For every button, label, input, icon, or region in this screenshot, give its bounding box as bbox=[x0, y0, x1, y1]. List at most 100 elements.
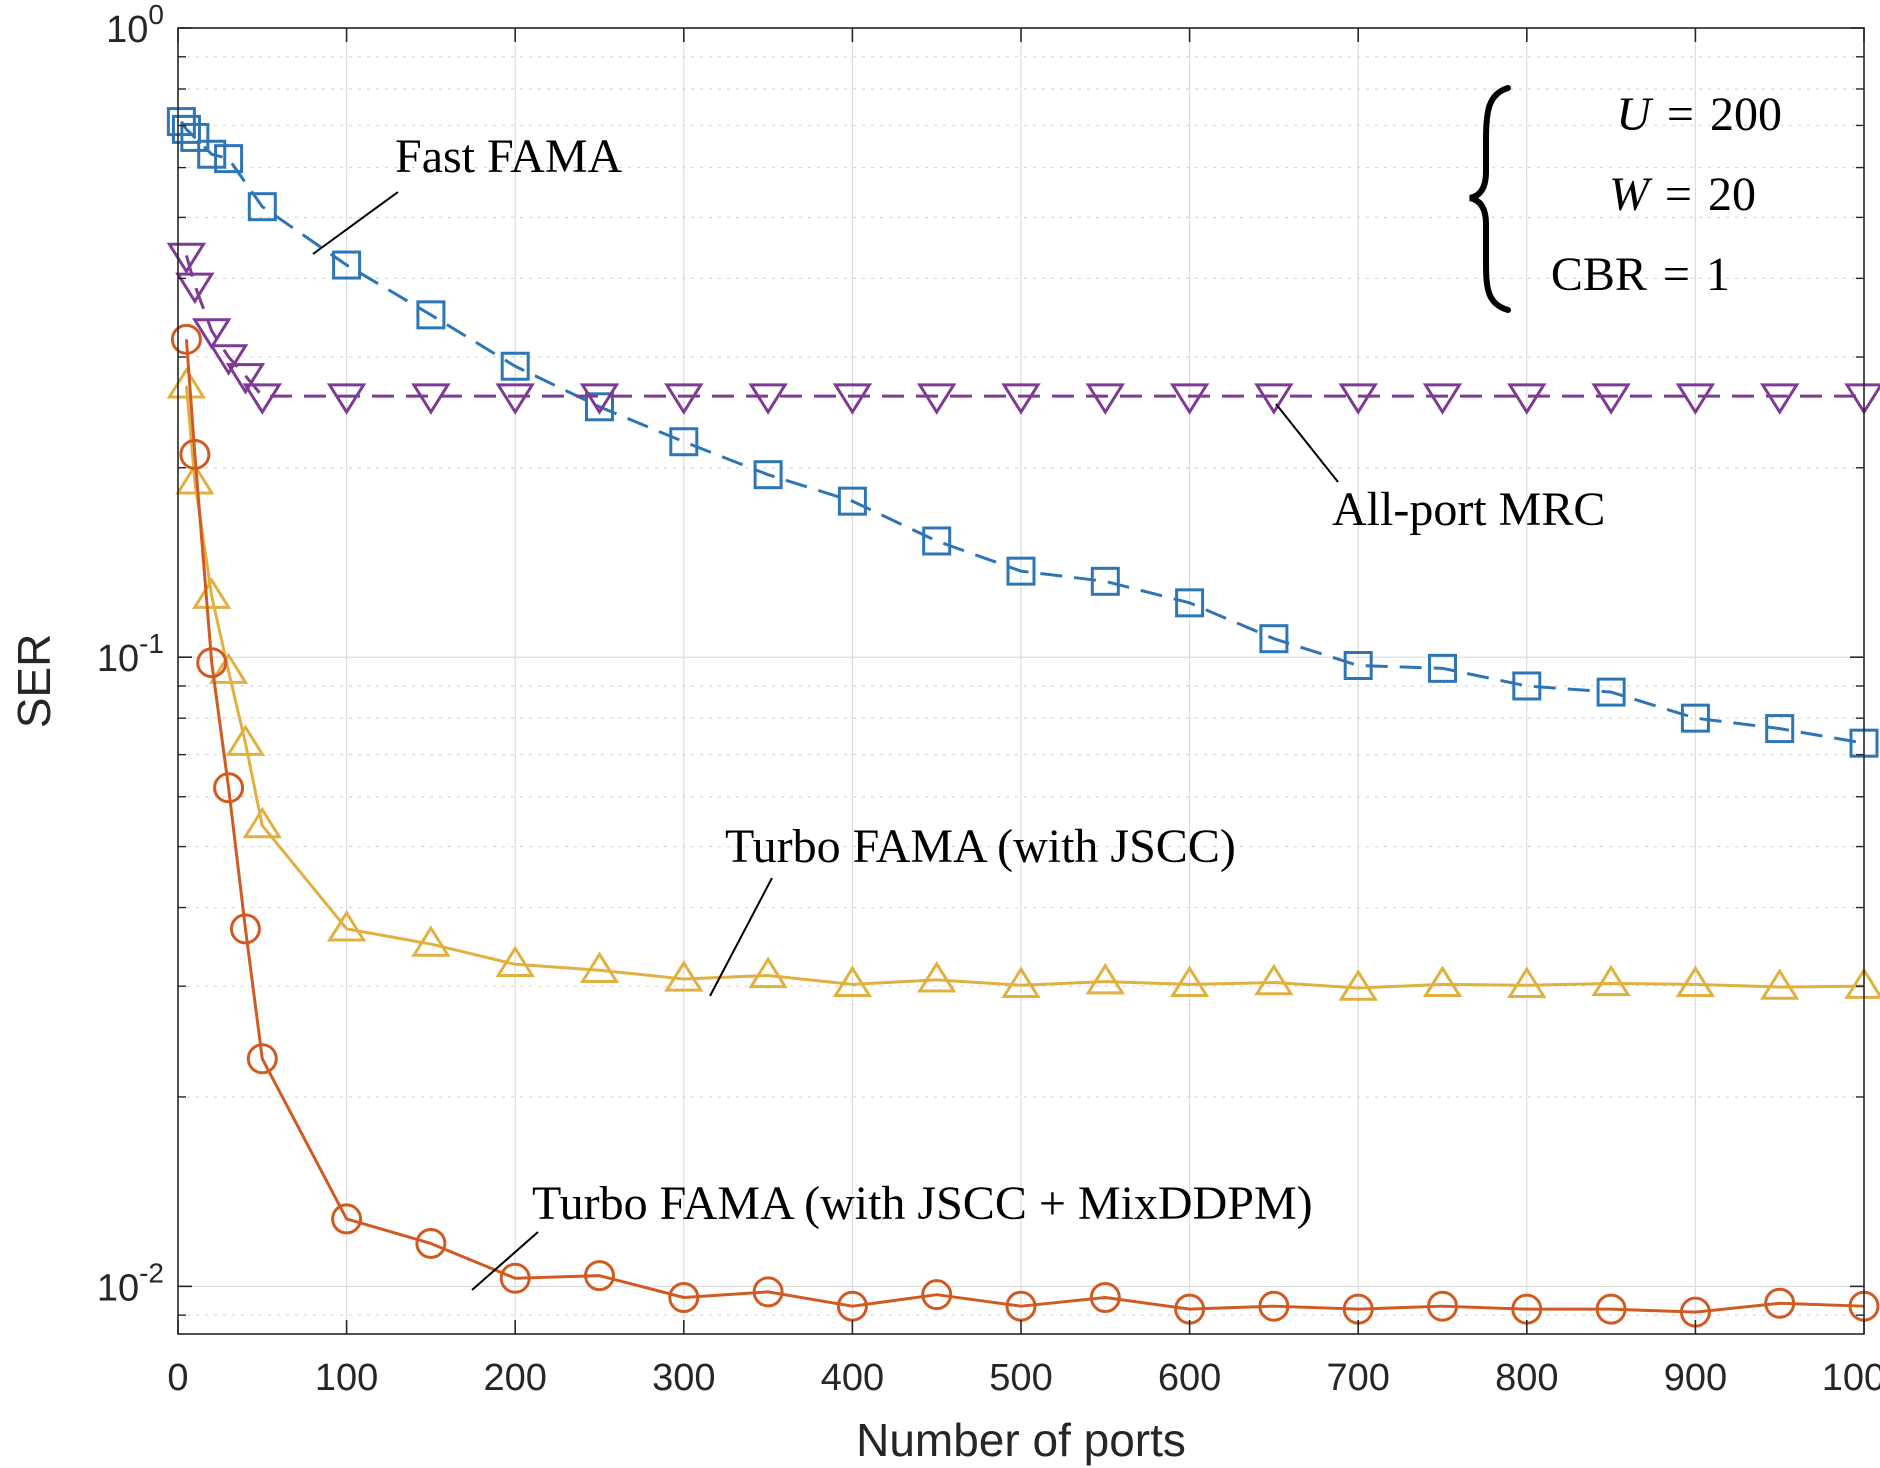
data-point bbox=[584, 1260, 615, 1292]
data-point bbox=[1175, 588, 1205, 618]
data-point bbox=[208, 652, 249, 684]
data-point bbox=[1169, 965, 1210, 998]
data-point bbox=[242, 806, 283, 839]
y-tick-label: 10-2 bbox=[97, 1257, 164, 1309]
param-w-op: = bbox=[1665, 168, 1692, 221]
data-point bbox=[1759, 968, 1800, 1000]
x-tick-label: 900 bbox=[1664, 1357, 1727, 1399]
data-point bbox=[331, 1203, 363, 1235]
data-point bbox=[175, 272, 215, 305]
data-point bbox=[1765, 714, 1795, 744]
x-tick-label: 800 bbox=[1495, 1357, 1558, 1399]
data-point bbox=[170, 323, 202, 355]
data-point bbox=[326, 383, 367, 415]
data-point bbox=[832, 965, 873, 998]
series-line bbox=[184, 339, 1865, 1314]
data-point bbox=[214, 144, 244, 174]
data-point bbox=[1507, 966, 1547, 998]
data-point bbox=[916, 961, 957, 993]
data-point bbox=[171, 114, 201, 144]
axes: 0 100 200 300 400 500 600 700 800 900 1000 100 10-1 1… bbox=[97, 0, 1880, 1399]
y-tick-label: 10-1 bbox=[97, 628, 164, 680]
data-point bbox=[1258, 1290, 1290, 1322]
data-point bbox=[1591, 964, 1631, 997]
data-point bbox=[579, 383, 620, 415]
param-cbr-var: CBR bbox=[1551, 248, 1647, 301]
data-point bbox=[500, 351, 530, 381]
data-point bbox=[192, 318, 232, 350]
series-line bbox=[184, 255, 1864, 398]
data-point bbox=[208, 344, 249, 376]
data-point bbox=[1596, 677, 1626, 707]
data-point bbox=[753, 460, 783, 490]
data-point bbox=[748, 956, 788, 989]
series-layer bbox=[166, 107, 1880, 1328]
annotations: Fast FAMA All-port MRC Turbo FAMA (with … bbox=[312, 130, 1605, 1291]
param-cbr-val: 1 bbox=[1706, 248, 1730, 301]
data-point bbox=[916, 383, 957, 415]
data-point bbox=[1675, 383, 1716, 415]
x-tick-label: 600 bbox=[1158, 1357, 1221, 1399]
data-point bbox=[1764, 1287, 1796, 1319]
data-point bbox=[415, 1227, 447, 1259]
param-u-val: 200 bbox=[1710, 88, 1782, 141]
data-point bbox=[179, 438, 211, 470]
data-point bbox=[1759, 383, 1800, 415]
params-box: U = 200 W = 20 CBR = 1 bbox=[1469, 85, 1782, 313]
x-tick-label: 1000 bbox=[1822, 1357, 1880, 1399]
turbo-mixddpm-leader bbox=[471, 1231, 539, 1291]
fast-fama-annotation: Fast FAMA bbox=[395, 130, 622, 183]
x-tick-label: 0 bbox=[167, 1357, 188, 1399]
data-point bbox=[1507, 383, 1547, 415]
param-u-op: = bbox=[1667, 88, 1694, 141]
data-point bbox=[1338, 383, 1378, 415]
data-point bbox=[180, 122, 210, 152]
data-point bbox=[196, 647, 228, 679]
x-tick-label: 200 bbox=[483, 1357, 546, 1399]
data-point bbox=[175, 462, 215, 495]
data-point bbox=[242, 383, 283, 415]
x-tick-label: 400 bbox=[821, 1357, 884, 1399]
data-point bbox=[664, 960, 704, 992]
param-w-var: W bbox=[1609, 168, 1653, 221]
data-point bbox=[197, 139, 227, 169]
data-point bbox=[1343, 651, 1373, 681]
data-point bbox=[1428, 653, 1457, 683]
series-fast-fama bbox=[166, 107, 1879, 758]
data-point bbox=[1595, 1293, 1627, 1325]
data-point bbox=[225, 363, 266, 395]
data-point bbox=[1675, 965, 1716, 998]
param-u-var: U bbox=[1616, 88, 1654, 141]
x-tick-label: 700 bbox=[1326, 1357, 1389, 1399]
data-point bbox=[1422, 965, 1463, 998]
data-point bbox=[229, 913, 261, 945]
turbo-mixddpm-annotation: Turbo FAMA (with JSCC + MixDDPM) bbox=[532, 1177, 1313, 1230]
all-port-mrc-leader bbox=[1275, 403, 1339, 483]
data-point bbox=[326, 910, 367, 942]
data-point bbox=[752, 1276, 784, 1308]
data-point bbox=[192, 577, 232, 609]
data-point bbox=[1085, 962, 1126, 995]
data-point bbox=[1591, 383, 1631, 415]
data-point bbox=[495, 383, 535, 415]
data-point bbox=[1085, 383, 1126, 415]
data-point bbox=[922, 526, 952, 556]
data-point bbox=[1254, 383, 1294, 415]
data-point bbox=[837, 486, 867, 516]
data-point bbox=[1338, 969, 1378, 1001]
turbo-jscc-annotation: Turbo FAMA (with JSCC) bbox=[725, 820, 1236, 873]
data-point bbox=[1422, 383, 1463, 415]
data-point bbox=[411, 383, 451, 415]
param-u: U = 200 bbox=[1616, 88, 1782, 141]
data-point bbox=[1169, 383, 1210, 415]
y-axis-label: SER bbox=[8, 634, 60, 729]
param-cbr-op: = bbox=[1663, 248, 1690, 301]
data-point bbox=[832, 383, 873, 415]
data-point bbox=[669, 427, 699, 457]
data-point bbox=[332, 250, 362, 280]
curly-brace bbox=[1469, 85, 1511, 313]
x-tick-label: 100 bbox=[315, 1357, 378, 1399]
series-all-port-mrc bbox=[166, 242, 1880, 415]
data-point bbox=[1512, 671, 1542, 701]
